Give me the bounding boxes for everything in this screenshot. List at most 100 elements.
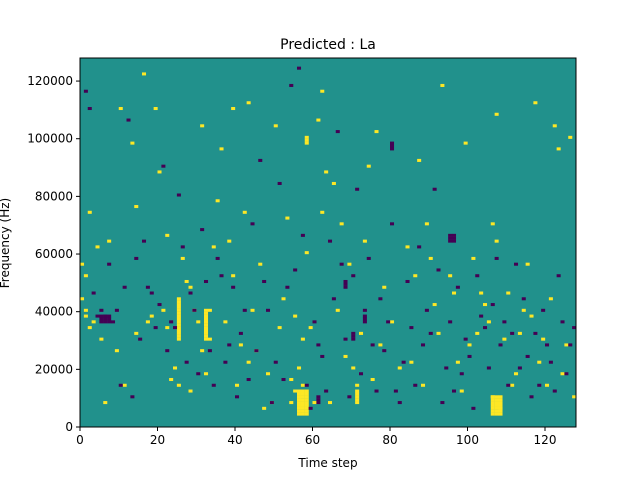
heatmap-cell-high: [514, 372, 519, 376]
heatmap-cell-low: [180, 245, 185, 249]
heatmap-cell-low: [145, 285, 150, 289]
heatmap-cell-high: [413, 274, 418, 278]
heatmap-cell-high: [176, 323, 181, 327]
heatmap-cell-high: [304, 403, 309, 407]
heatmap-cell-high: [490, 406, 495, 410]
heatmap-cell-high: [80, 262, 85, 266]
heatmap-cell-high: [498, 401, 503, 405]
heatmap-cell-high: [548, 297, 553, 301]
heatmap-cell-high: [502, 337, 507, 341]
heatmap-cell-high: [421, 383, 426, 387]
heatmap-cell-low: [223, 360, 228, 364]
heatmap-cell-high: [490, 401, 495, 405]
heatmap-cell-low: [393, 389, 398, 393]
heatmap-cell-high: [455, 360, 460, 364]
heatmap-cell-low: [219, 274, 224, 278]
heatmap-cell-low: [277, 181, 282, 185]
heatmap-cell-low: [467, 354, 472, 358]
x-tick-label: 100: [456, 433, 479, 447]
heatmap-cell-high: [347, 262, 352, 266]
heatmap-cell-high: [258, 262, 263, 266]
heatmap-cell-high: [227, 239, 232, 243]
heatmap-cell-low: [347, 395, 352, 399]
y-tick-label: 40000: [35, 305, 73, 319]
heatmap-cell-low: [366, 256, 371, 260]
plot-frame: [79, 57, 577, 428]
heatmap-cell-low: [355, 187, 360, 191]
y-tick-label: 20000: [35, 362, 73, 376]
heatmap-cell-low: [320, 354, 325, 358]
heatmap-cell-high: [545, 383, 550, 387]
heatmap-cell-high: [475, 331, 480, 335]
heatmap-cell-low: [572, 326, 577, 330]
heatmap-cell-high: [490, 222, 495, 226]
heatmap-cell-high: [161, 308, 166, 312]
heatmap-cell-high: [149, 314, 154, 318]
heatmap-cell-high: [176, 311, 181, 315]
heatmap-cell-high: [440, 83, 445, 87]
heatmap-cell-low: [343, 285, 348, 289]
heatmap-cell-high: [390, 320, 395, 324]
x-tick-label: 40: [227, 433, 242, 447]
heatmap-cell-high: [180, 256, 185, 260]
heatmap-cell-low: [289, 83, 294, 87]
heatmap-cell-high: [417, 158, 422, 162]
heatmap-cell-low: [448, 239, 453, 243]
heatmap-cell-low: [397, 401, 402, 405]
heatmap-cell-high: [87, 326, 92, 330]
y-tick-label: 80000: [35, 189, 73, 203]
heatmap-cell-low: [250, 222, 255, 226]
heatmap-cell-high: [490, 395, 495, 399]
heatmap-cell-high: [312, 401, 317, 405]
heatmap-cell-low: [359, 372, 364, 376]
heatmap-cell-high: [215, 199, 220, 203]
heatmap-cell-high: [324, 170, 329, 174]
heatmap-cell-low: [382, 349, 387, 353]
heatmap-cell-high: [293, 389, 298, 393]
heatmap-cell-high: [366, 164, 371, 168]
heatmap-cell-low: [343, 282, 348, 286]
heatmap-cell-high: [300, 389, 305, 393]
heatmap-cell-high: [359, 331, 364, 335]
heatmap-cell-high: [242, 210, 247, 214]
heatmap-cell-low: [428, 331, 433, 335]
heatmap-cell-low: [405, 279, 410, 284]
heatmap-cell-low: [448, 236, 453, 240]
heatmap-cell-high: [564, 343, 569, 347]
heatmap-cell-high: [273, 124, 278, 128]
heatmap-cell-low: [304, 383, 309, 387]
heatmap-cell-low: [390, 144, 395, 148]
heatmap-cell-low: [269, 401, 274, 405]
heatmap-cell-low: [258, 158, 263, 162]
heatmap-cell-high: [235, 383, 240, 387]
heatmap-cell-high: [99, 337, 104, 341]
heatmap-cell-low: [510, 331, 515, 335]
heatmap-cell-high: [339, 222, 344, 226]
heatmap-cell-high: [145, 320, 150, 324]
heatmap-cell-low: [471, 406, 476, 410]
heatmap-cell-high: [289, 401, 294, 405]
heatmap-cell-low: [262, 279, 267, 284]
heatmap-cell-high: [510, 383, 515, 387]
heatmap-cell-high: [207, 337, 212, 341]
heatmap-cell-high: [304, 409, 309, 413]
heatmap-cell-high: [103, 401, 108, 405]
heatmap-cell-low: [541, 308, 546, 312]
heatmap-cell-high: [304, 401, 309, 405]
heatmap-cell-low: [235, 395, 240, 399]
heatmap-cells: [80, 58, 577, 427]
heatmap-cell-high: [176, 320, 181, 324]
heatmap-cell-high: [188, 389, 193, 393]
heatmap-cell-high: [300, 398, 305, 402]
heatmap-cell-low: [529, 395, 534, 399]
x-tick-label: 0: [76, 433, 84, 447]
heatmap-cell-low: [537, 383, 542, 387]
heatmap-cell-high: [494, 406, 499, 410]
heatmap-cell-low: [138, 337, 143, 341]
heatmap-cell-low: [339, 262, 344, 266]
heatmap-cell-high: [300, 337, 305, 341]
heatmap-cell-high: [87, 210, 92, 214]
heatmap-cell-high: [223, 320, 228, 324]
heatmap-cell-high: [80, 297, 85, 301]
